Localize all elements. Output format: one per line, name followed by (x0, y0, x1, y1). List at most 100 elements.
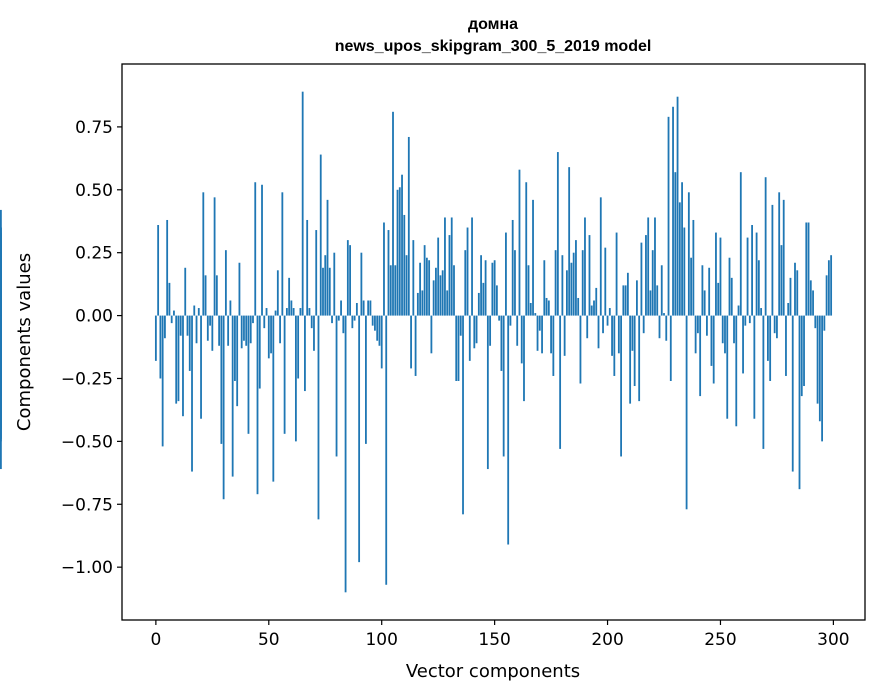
bar (588, 235, 591, 316)
bar (719, 237, 722, 316)
bar (159, 315, 162, 379)
bar (579, 315, 582, 384)
bar (794, 262, 796, 316)
bar (231, 315, 234, 477)
x-tick-label: 200 (591, 630, 623, 650)
bar (353, 315, 356, 321)
bar (626, 272, 629, 316)
bar (809, 280, 812, 316)
bar (306, 219, 309, 316)
bar (175, 315, 178, 404)
bar (500, 315, 503, 371)
bar (782, 199, 785, 316)
bar (177, 315, 180, 402)
bar (807, 222, 810, 316)
bar (313, 315, 315, 351)
bar (712, 315, 715, 384)
bar (694, 315, 697, 354)
bar (629, 315, 632, 404)
bar (511, 219, 514, 316)
x-axis-label: Vector components (406, 661, 580, 682)
bar (195, 315, 198, 344)
bar (613, 315, 616, 376)
bar (608, 308, 611, 316)
bar (245, 315, 248, 346)
bar (642, 315, 645, 334)
bar (593, 300, 595, 316)
bar (493, 260, 496, 316)
bar (706, 315, 708, 336)
bar (218, 315, 221, 346)
bar (477, 292, 480, 316)
bar (197, 308, 200, 316)
bar (543, 260, 546, 316)
bar (222, 315, 225, 500)
bar (410, 315, 412, 369)
bar (584, 217, 586, 316)
bar (708, 267, 711, 316)
bar (789, 277, 792, 316)
bar (285, 308, 288, 316)
bar (270, 315, 272, 354)
bar (254, 182, 257, 316)
bar (514, 250, 516, 316)
bar (288, 277, 291, 316)
bar (374, 315, 376, 331)
bar (572, 252, 575, 316)
bar (748, 315, 751, 324)
bar (651, 250, 654, 316)
bar (464, 250, 467, 316)
bar (830, 255, 833, 316)
bar (263, 315, 266, 329)
bar (660, 265, 663, 316)
bar (425, 257, 428, 316)
bar (340, 300, 342, 316)
bar (590, 305, 593, 316)
x-axis-ticks: 0 50 100 150 200 250 300 (150, 620, 850, 650)
bar (791, 315, 794, 472)
bar (365, 315, 367, 444)
bar (769, 315, 772, 381)
bar (611, 315, 613, 356)
bar (405, 255, 408, 316)
bar (249, 315, 252, 344)
bar (396, 189, 399, 316)
bar (182, 315, 184, 417)
bar (575, 240, 577, 316)
bar (403, 214, 406, 316)
bar (322, 267, 324, 316)
bar (0, 227, 2, 316)
bar (448, 235, 451, 316)
bar (308, 308, 311, 316)
bar (814, 315, 817, 329)
bar (678, 202, 681, 316)
bar (507, 315, 510, 545)
bar (220, 315, 223, 444)
bar (455, 315, 458, 381)
bar (728, 257, 731, 316)
bar (444, 217, 446, 316)
bars-group (0, 91, 833, 593)
x-tick-label: 250 (704, 630, 736, 650)
bar (586, 315, 589, 339)
bar (439, 275, 442, 316)
bar (421, 290, 424, 316)
bar (674, 172, 677, 316)
bar (419, 262, 422, 316)
bar (525, 182, 528, 316)
bar (482, 282, 485, 316)
bar (333, 252, 336, 316)
bar (491, 262, 494, 316)
bar (597, 315, 600, 349)
bar (468, 315, 471, 361)
bar (432, 280, 435, 316)
chart-subtitle: news_upos_skipgram_300_5_2019 model (335, 38, 652, 55)
bar (335, 315, 338, 457)
bar (184, 267, 187, 316)
bar (453, 265, 455, 316)
bar (328, 267, 331, 316)
y-tick-label: 0.50 (75, 181, 113, 201)
y-tick-label: −1.00 (61, 558, 113, 578)
bar (721, 315, 724, 344)
bar (563, 315, 566, 356)
